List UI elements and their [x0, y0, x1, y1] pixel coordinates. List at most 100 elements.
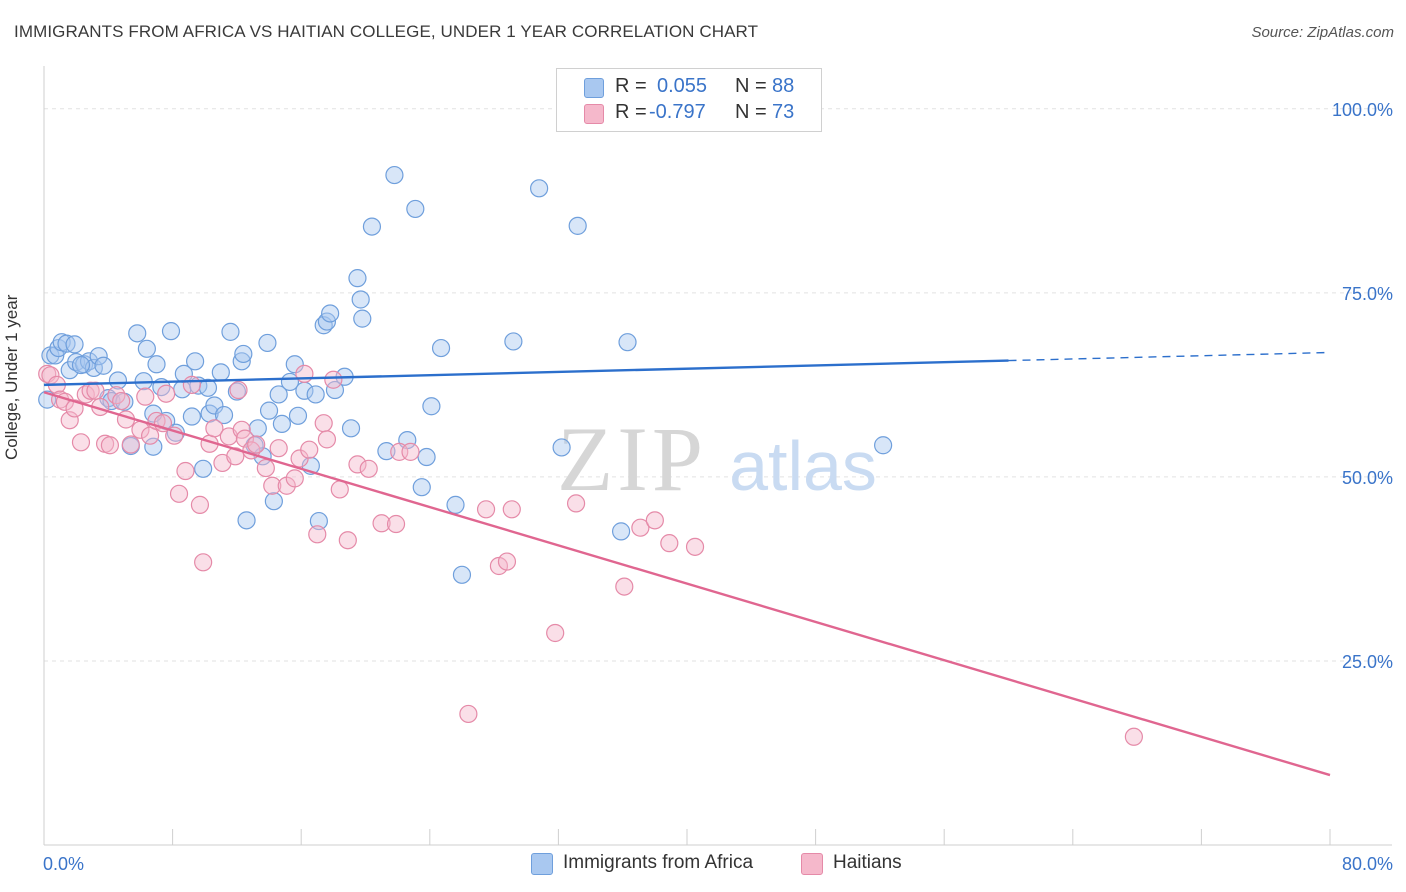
africa-point [237, 511, 256, 530]
haitians-point [136, 387, 155, 406]
africa-point [128, 324, 147, 343]
haitians-point [100, 436, 120, 455]
haitians-point [190, 495, 210, 514]
haitians-point [401, 442, 420, 461]
africa-point [137, 339, 156, 358]
haitians-point [476, 500, 496, 519]
watermark-atlas: atlas [729, 427, 877, 505]
haitians-point [169, 484, 189, 503]
haitians-point [182, 375, 201, 394]
haitians-point [176, 461, 195, 481]
haitians-point [285, 469, 304, 488]
africa-point [348, 269, 367, 288]
africa-point [422, 397, 441, 416]
haitians-point [81, 381, 100, 400]
haitians-point [330, 480, 349, 499]
africa-point [341, 419, 361, 438]
haitians-point [338, 531, 357, 550]
africa-point [264, 492, 283, 511]
haitians-point [157, 384, 176, 403]
africa-point [611, 522, 631, 541]
africa-trend-extension [1008, 351, 1331, 362]
bottom-legend-label-haitians: Haitians [833, 852, 902, 873]
haitians-point [65, 399, 84, 418]
haitians-point [308, 525, 327, 544]
africa-point [530, 179, 549, 198]
bottom-legend-label-africa: Immigrants from Africa [563, 852, 754, 873]
haitians-point [263, 476, 282, 495]
series-africa-points [38, 165, 893, 584]
africa-point [321, 304, 340, 323]
haitians-point [256, 458, 275, 478]
africa-point [108, 371, 128, 390]
haitians-point [269, 439, 288, 458]
series-haitians-points [38, 364, 1143, 746]
africa-point [186, 352, 205, 371]
haitians-point [324, 370, 343, 389]
africa-point [306, 385, 325, 404]
haitians-point [300, 440, 319, 459]
x-tick-label: 0.0% [43, 854, 84, 874]
haitians-point [685, 537, 705, 556]
haitians-point [459, 704, 478, 724]
africa-point [205, 396, 224, 415]
watermark-zip: ZIP [557, 408, 707, 510]
africa-point [446, 495, 465, 514]
stats-legend: R = 0.055 N = 88 R = -0.797 N = 73 [556, 68, 822, 132]
africa-point [285, 355, 304, 374]
africa-point [272, 414, 292, 433]
haitians-point [71, 433, 91, 452]
haitians-point [247, 435, 266, 454]
haitians-point [317, 430, 337, 449]
haitians-point [631, 518, 650, 537]
haitians-point [60, 411, 79, 430]
africa-point [309, 511, 328, 531]
africa-point [351, 290, 370, 309]
legend-r-value: -0.797 [649, 101, 706, 123]
africa-point [194, 459, 213, 478]
africa-point [147, 355, 166, 374]
haitians-point [546, 623, 565, 643]
africa-point [259, 401, 279, 420]
haitians-point [314, 414, 333, 433]
haitians-point [386, 514, 406, 534]
africa-point [618, 333, 637, 352]
africa-point [504, 332, 523, 351]
africa-point [417, 447, 436, 467]
africa-point [234, 344, 253, 364]
africa-point [182, 407, 201, 426]
grid-lines [44, 108, 1392, 662]
africa-point [288, 406, 308, 425]
y-tick-label: 100.0% [1332, 100, 1393, 120]
africa-point [161, 322, 181, 341]
legend-swatch-africa [584, 78, 604, 98]
africa-point [211, 363, 230, 382]
africa-point [269, 385, 288, 404]
africa-point [232, 352, 251, 371]
haitians-point [660, 534, 679, 553]
africa-point [89, 347, 108, 366]
trend-lines [43, 351, 1331, 777]
legend-n-label: N = [735, 101, 767, 123]
africa-point [874, 436, 893, 455]
africa-point [452, 565, 472, 584]
haitians-point [348, 455, 367, 474]
legend-r-label: R = [615, 101, 647, 123]
haitians-point [229, 380, 248, 400]
africa-point [362, 217, 382, 236]
haitians-trend-line [43, 391, 1331, 777]
haitians-point [359, 459, 378, 478]
legend-swatch-haitians [584, 104, 604, 124]
legend-r-value: 0.055 [657, 75, 708, 97]
africa-point [412, 478, 431, 497]
haitians-point [497, 552, 517, 571]
bottom-legend-swatch-africa [531, 853, 553, 875]
haitians-point [372, 514, 391, 533]
africa-point [377, 442, 396, 461]
haitians-point [1124, 727, 1143, 746]
haitians-point [107, 386, 126, 405]
chart-title: IMMIGRANTS FROM AFRICA VS HAITIAN COLLEG… [14, 22, 759, 41]
africa-point [353, 309, 372, 328]
africa-point [71, 355, 91, 375]
